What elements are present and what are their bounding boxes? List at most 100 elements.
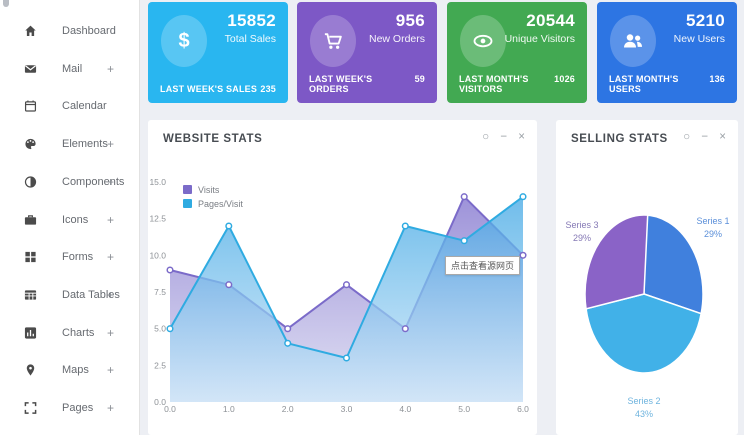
close-icon[interactable]: ×	[518, 131, 525, 143]
x-tick-label: 1.0	[223, 404, 235, 414]
data-point	[342, 354, 351, 362]
data-point	[401, 325, 409, 333]
pie-chart: Series 1 29% Series 2 43% Series 3 29%	[565, 214, 730, 419]
sidebar-item-maps[interactable]: Maps +	[0, 354, 139, 386]
panel-controls: ○ − ×	[474, 131, 525, 143]
contrast-icon	[24, 175, 37, 188]
plus-icon[interactable]: +	[107, 212, 115, 227]
stat-footer-label: LAST MONTH'S VISITORS	[459, 74, 529, 94]
sidebar-item-label: Mail	[62, 62, 83, 75]
plus-icon[interactable]: +	[107, 287, 115, 302]
data-point	[166, 325, 174, 333]
stat-label: New Orders	[368, 33, 425, 45]
grid-icon	[24, 251, 37, 264]
panel-controls: ○ − ×	[675, 131, 726, 143]
stat-footer: LAST MONTH'S USERS 136	[609, 74, 725, 94]
legend-swatch-icon	[183, 199, 192, 208]
sidebar-item-data-tables[interactable]: Data Tables +	[0, 279, 139, 311]
stat-footer-value: 1026	[554, 74, 575, 84]
area-chart: 0.0 2.5 5.0 7.5 10.0 12.5 15.0 0.0 1.0 2.0 3.0 4.0 5…	[149, 177, 529, 414]
palette-icon	[24, 138, 37, 151]
data-point	[460, 193, 468, 201]
stat-value: 15852	[227, 11, 276, 30]
sidebar-item-pages[interactable]: Pages +	[0, 392, 139, 424]
stat-label: Total Sales	[224, 33, 276, 45]
stat-value: 956	[395, 11, 425, 30]
y-tick-label: 5.0	[154, 324, 166, 334]
collapse-icon[interactable]: −	[500, 131, 508, 143]
map-marker-icon	[24, 364, 37, 377]
y-tick-label: 10.0	[149, 250, 166, 260]
legend-swatch-icon	[183, 185, 192, 194]
stat-footer: LAST MONTH'S VISITORS 1026	[459, 74, 575, 94]
sidebar-item-forms[interactable]: Forms +	[0, 241, 139, 273]
sidebar-item-label: Pages	[62, 402, 94, 414]
pie-label: Series 3	[565, 220, 598, 230]
pie-slice-1	[643, 214, 704, 315]
y-tick-label: 0.0	[154, 397, 166, 407]
x-tick-label: 0.0	[164, 404, 176, 414]
sidebar-item-label: Maps	[62, 364, 89, 377]
plus-icon[interactable]: +	[107, 174, 115, 189]
panel-title: SELLING STATS	[571, 133, 668, 145]
stat-value: 5210	[685, 11, 725, 30]
pie-label-pct: 29%	[704, 229, 722, 239]
x-tick-label: 6.0	[517, 404, 529, 414]
pie-label-pct: 43%	[635, 409, 653, 419]
plus-icon[interactable]: +	[107, 363, 115, 378]
stat-footer-value: 59	[414, 74, 425, 84]
stat-footer: LAST WEEK'S ORDERS 59	[309, 74, 425, 94]
sidebar-item-icons[interactable]: Icons +	[0, 204, 139, 236]
bar-chart-icon	[24, 326, 37, 339]
x-tick-label: 2.0	[282, 404, 294, 414]
plus-icon[interactable]: +	[107, 401, 115, 415]
chart-legend: Visits Pages/Visit	[183, 182, 243, 210]
selling-stats-panel: SELLING STATS ○ − × Series 1 29% Series 2 4…	[556, 120, 738, 435]
data-point	[166, 266, 174, 274]
sidebar-item-calendar[interactable]: Calendar	[0, 90, 139, 122]
home-icon	[24, 25, 37, 38]
eye-icon	[460, 15, 506, 67]
y-tick-label: 15.0	[149, 177, 166, 187]
sidebar-item-elements[interactable]: Elements +	[0, 128, 139, 160]
stat-card-new-orders: 956 New Orders LAST WEEK'S ORDERS 59	[297, 2, 437, 103]
sidebar-item-charts[interactable]: Charts +	[0, 317, 139, 349]
refresh-icon[interactable]: ○	[482, 131, 490, 143]
expand-icon	[24, 402, 37, 415]
dollar-icon: $	[161, 15, 207, 67]
sidebar-item-label: Calendar	[62, 100, 107, 113]
stat-footer: LAST WEEK'S SALES 235	[160, 84, 276, 94]
table-icon	[24, 288, 37, 301]
y-tick-label: 2.5	[154, 360, 166, 370]
plus-icon[interactable]: +	[107, 250, 115, 265]
x-tick-label: 4.0	[399, 404, 411, 414]
sidebar-item-mail[interactable]: Mail +	[0, 53, 139, 85]
legend-label: Pages/Visit	[198, 199, 243, 209]
pie-label: Series 2	[627, 396, 660, 406]
sidebar-item-label: Elements	[62, 138, 108, 151]
collapse-icon[interactable]: −	[701, 131, 709, 143]
pie-label-pct: 29%	[573, 233, 591, 243]
x-tick-label: 5.0	[458, 404, 470, 414]
refresh-icon[interactable]: ○	[683, 131, 691, 143]
stat-label: Unique Visitors	[504, 33, 575, 45]
stat-footer-value: 235	[260, 84, 276, 94]
sidebar-item-dashboard[interactable]: Dashboard	[0, 15, 139, 47]
data-point	[519, 251, 527, 259]
sidebar-item-label: Dashboard	[62, 25, 116, 37]
y-tick-label: 7.5	[154, 287, 166, 297]
legend-item: Visits	[183, 182, 243, 196]
y-tick-label: 12.5	[149, 214, 166, 224]
area-series-1	[170, 196, 523, 402]
sidebar: Dashboard Mail + Calendar Elements + Component…	[0, 0, 140, 435]
data-point	[519, 193, 527, 201]
stat-card-unique-visitors: 20544 Unique Visitors LAST MONTH'S VISITOR…	[447, 2, 587, 103]
website-stats-panel: WEBSITE STATS ○ − × 0.0 2.5 5.0 7.5 10.0 12.5…	[148, 120, 537, 435]
plus-icon[interactable]: +	[107, 325, 115, 340]
legend-label: Visits	[198, 185, 220, 195]
close-icon[interactable]: ×	[719, 131, 726, 143]
plus-icon[interactable]: +	[107, 61, 115, 76]
sidebar-item-components[interactable]: Components +	[0, 166, 139, 198]
sidebar-item-label: Components	[62, 175, 125, 188]
plus-icon[interactable]: +	[107, 137, 115, 152]
